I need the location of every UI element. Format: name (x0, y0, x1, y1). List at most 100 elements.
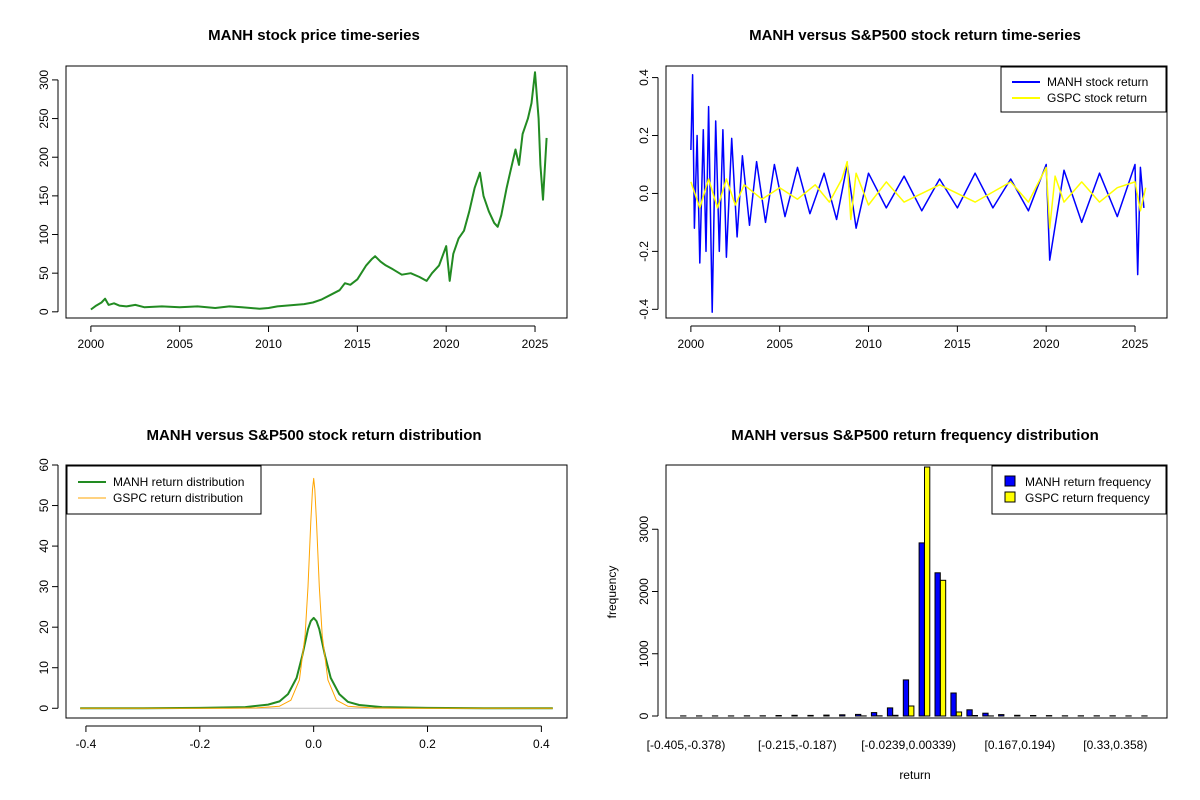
manh-frequency-bar (855, 713, 862, 717)
returns-legend-box (1000, 66, 1167, 113)
manh-frequency-bar (982, 712, 989, 717)
panel-returns: MANH versus S&P500 stock return time-ser… (637, 27, 1168, 351)
frequency-x-axis-label: return (899, 768, 930, 782)
y-tick-label: 150 (37, 186, 51, 206)
y-tick-label: 60 (37, 458, 51, 472)
distribution-legend-box (66, 465, 262, 515)
y-tick-label: 0 (637, 712, 651, 719)
y-tick-label: 200 (37, 147, 51, 167)
gspc-frequency-bar (939, 579, 947, 717)
y-tick-label: 250 (37, 108, 51, 128)
gspc-frequency-bar (892, 714, 899, 717)
legend-label-manh-frequency: MANH return frequency (1025, 475, 1151, 489)
x-tick-label: [-0.405,-0.378) (647, 738, 726, 752)
manh-frequency-bar (823, 714, 830, 717)
manh-frequency-bar (950, 692, 957, 717)
x-tick-label: [0.167,0.194) (985, 738, 1056, 752)
frequency-plot-box (665, 464, 1168, 719)
manh-frequency-bar (775, 715, 782, 717)
x-tick-label: 2010 (255, 337, 282, 351)
legend-label-manh-return: MANH stock return (1047, 75, 1148, 89)
manh-frequency-bar (791, 714, 798, 717)
manh-frequency-bar (886, 707, 894, 717)
price-plot-box (65, 65, 568, 319)
panel-price: MANH stock price time-series 2000 2005 201… (37, 27, 568, 351)
gspc-frequency-bar (971, 715, 979, 717)
x-tick-label: 2025 (522, 337, 549, 351)
legend-label-gspc-distribution: GSPC return distribution (113, 491, 243, 505)
y-tick-label: 50 (37, 266, 51, 280)
x-tick-label: 2005 (766, 337, 793, 351)
x-tick-label: 0.0 (305, 737, 322, 751)
distribution-legend: MANH return distribution GSPC return dis… (66, 465, 262, 515)
panel-distribution: MANH versus S&P500 stock return distribu… (37, 427, 568, 751)
returns-chart-title: MANH versus S&P500 stock return time-ser… (749, 27, 1081, 44)
x-tick-label: 2000 (678, 337, 705, 351)
x-tick-label: 2015 (344, 337, 371, 351)
manh-frequency-bar (934, 572, 941, 717)
manh-frequency-bar (870, 712, 878, 717)
frequency-legend: MANH return frequency GSPC return freque… (991, 465, 1167, 515)
gspc-return-line (690, 160, 1147, 229)
manh-frequency-bar (998, 714, 1005, 717)
manh-return-line (690, 73, 1145, 313)
x-tick-label: -0.2 (189, 737, 210, 751)
manh-price-line (90, 71, 548, 311)
legend-swatch-gspc-frequency (1004, 491, 1016, 503)
x-tick-label: 0.4 (533, 737, 550, 751)
x-tick-label: 2025 (1122, 337, 1149, 351)
legend-label-manh-distribution: MANH return distribution (113, 475, 244, 489)
manh-frequency-bar (1014, 714, 1021, 717)
y-tick-label: 100 (37, 224, 51, 244)
x-tick-label: 2015 (944, 337, 971, 351)
manh-frequency-bar (1030, 715, 1037, 717)
x-tick-label: 2020 (1033, 337, 1060, 351)
manh-frequency-bar (918, 542, 925, 717)
x-tick-label: [-0.215,-0.187) (758, 738, 837, 752)
x-tick-label: [0.33,0.358) (1083, 738, 1147, 752)
x-tick-label: 2005 (166, 337, 193, 351)
y-tick-label: 10 (37, 661, 51, 675)
y-tick-label: 30 (37, 580, 51, 594)
y-tick-label: 0.4 (637, 69, 651, 86)
gspc-distribution-line (80, 477, 553, 709)
x-tick-label: -0.4 (76, 737, 97, 751)
manh-frequency-bar (807, 714, 814, 717)
y-tick-label: 0.0 (637, 185, 651, 202)
legend-swatch-manh-frequency (1004, 475, 1016, 487)
y-tick-label: 20 (37, 620, 51, 634)
y-tick-label: 40 (37, 539, 51, 553)
panel-frequency: MANH versus S&P500 return frequency dist… (605, 427, 1168, 782)
y-tick-label: 0.2 (637, 127, 651, 144)
manh-frequency-bar (902, 679, 910, 717)
manh-frequency-bar (966, 709, 973, 717)
x-tick-label: 0.2 (419, 737, 436, 751)
returns-legend: MANH stock return GSPC stock return (1000, 66, 1167, 113)
y-tick-label: -0.2 (637, 241, 651, 262)
y-tick-label: 2000 (637, 578, 651, 605)
returns-plot-box (665, 65, 1168, 319)
x-tick-label: 2000 (78, 337, 105, 351)
x-tick-label: 2010 (855, 337, 882, 351)
distribution-plot-box (65, 464, 568, 719)
x-tick-label: [-0.0239,0.00339) (861, 738, 956, 752)
y-tick-label: 0 (37, 705, 51, 712)
legend-label-gspc-frequency: GSPC return frequency (1025, 491, 1150, 505)
price-chart-title: MANH stock price time-series (208, 27, 420, 44)
y-tick-label: 1000 (637, 640, 651, 667)
gspc-frequency-bar (955, 711, 963, 717)
y-tick-label: 0 (37, 308, 51, 315)
gspc-frequency-bar (908, 705, 915, 717)
distribution-chart-title: MANH versus S&P500 stock return distribu… (146, 427, 481, 444)
y-tick-label: 50 (37, 499, 51, 513)
manh-frequency-bar (839, 714, 846, 717)
y-tick-label: 3000 (637, 516, 651, 543)
gspc-frequency-bar (924, 466, 931, 717)
frequency-y-axis-label: frequency (605, 566, 619, 619)
manh-distribution-line (80, 616, 553, 710)
frequency-legend-box (991, 465, 1167, 515)
y-tick-label: -0.4 (637, 299, 651, 320)
y-tick-label: 300 (37, 70, 51, 90)
legend-label-gspc-return: GSPC stock return (1047, 91, 1147, 105)
